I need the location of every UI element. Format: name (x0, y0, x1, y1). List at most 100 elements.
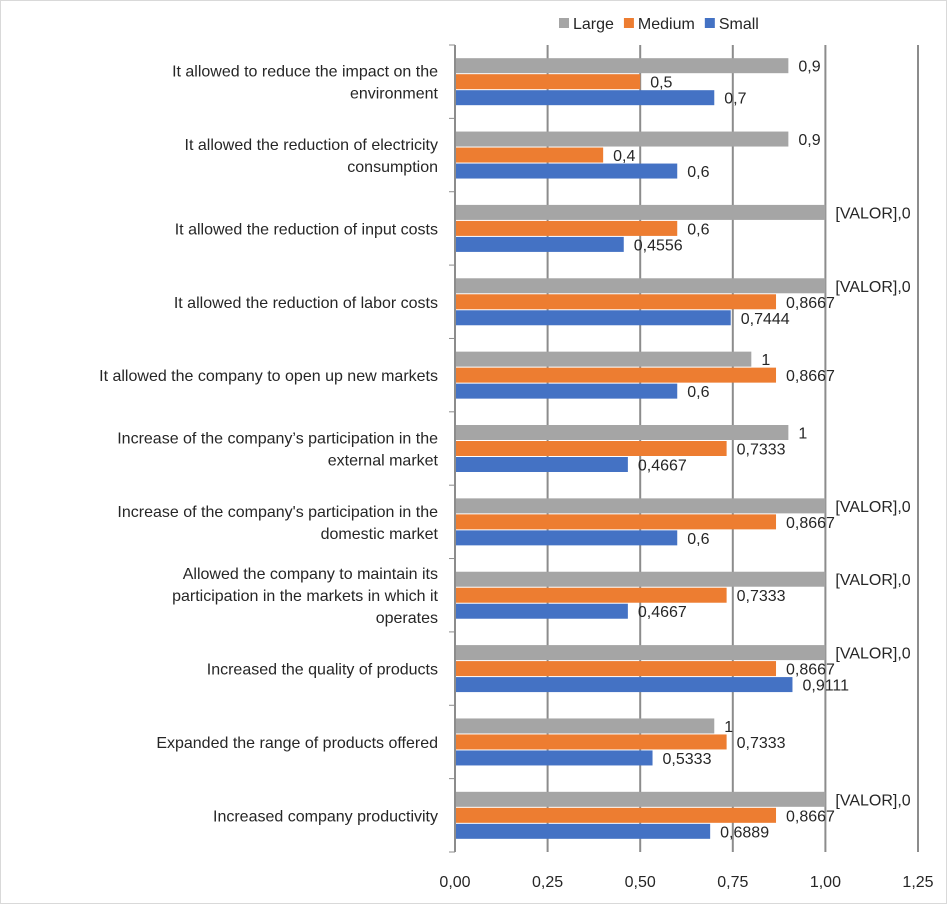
data-label: 0,8667 (786, 368, 835, 385)
data-label: [VALOR],0 (835, 499, 910, 516)
legend-label: Small (719, 16, 759, 33)
category-label: Increased company productivity (213, 808, 438, 825)
bar-large (455, 278, 826, 294)
data-label: 0,5333 (663, 751, 712, 768)
data-label: 0,7333 (737, 442, 786, 459)
bar-large (455, 204, 826, 220)
data-label: 1 (798, 426, 807, 443)
data-label: 0,5 (650, 75, 672, 92)
category-label: It allowed the reduction of input costs (175, 221, 438, 238)
bar-large (455, 791, 826, 807)
bar-medium (455, 587, 727, 603)
data-label: 0,7333 (737, 588, 786, 605)
data-label: 0,6889 (720, 824, 769, 841)
bar-small (455, 310, 731, 326)
data-label: 0,7444 (741, 311, 790, 328)
bar-medium (455, 807, 777, 823)
data-label: 0,7 (724, 91, 746, 108)
category-label-line: environment (350, 86, 439, 103)
data-label: 1 (761, 352, 770, 369)
data-label: 0,4667 (638, 604, 687, 621)
data-label: 0,9 (798, 59, 820, 76)
category-label-line: It allowed the reduction of input costs (175, 221, 438, 238)
bar-small (455, 236, 624, 252)
data-label: [VALOR],0 (835, 205, 910, 222)
bar-medium (455, 661, 777, 677)
data-label: 0,6 (687, 384, 709, 401)
data-label: 1 (724, 719, 733, 736)
data-label: 0,6 (687, 531, 709, 548)
category-label: It allowed to reduce the impact on the en… (172, 64, 438, 103)
category-label-line: operates (376, 610, 438, 627)
category-label-line: Expanded the range of products offered (156, 735, 438, 752)
bar-small (455, 383, 678, 399)
data-label: 0,8667 (786, 515, 835, 532)
bar-small (455, 750, 653, 766)
bar-large (455, 351, 752, 367)
bar-large (455, 58, 789, 74)
bar-small (455, 530, 678, 546)
x-tick-label: 1,00 (810, 874, 841, 891)
legend-swatch-large (559, 18, 569, 28)
data-label: 0,4 (613, 148, 635, 165)
category-label: Increase of the company's participation … (117, 504, 438, 543)
data-label: [VALOR],0 (835, 792, 910, 809)
data-label: [VALOR],0 (835, 572, 910, 589)
bar-medium (455, 734, 727, 750)
category-label-line: It allowed the company to open up new ma… (99, 368, 438, 385)
data-label: 0,4556 (634, 237, 683, 254)
legend-swatch-medium (623, 18, 634, 28)
x-tick-label: 0,25 (532, 874, 563, 891)
bar-small (455, 677, 793, 693)
data-label: 0,4667 (638, 458, 687, 475)
category-label: Expanded the range of products offered (156, 735, 438, 752)
bar-large (455, 131, 789, 147)
data-label: 0,8667 (786, 808, 835, 825)
bar-medium (455, 514, 777, 530)
category-label: It allowed the reduction of labor costs (174, 295, 438, 312)
bar-large (455, 498, 826, 514)
category-label-line: domestic market (321, 526, 439, 543)
data-label: 0,6 (687, 221, 709, 238)
bar-large (455, 571, 826, 587)
bar-large (455, 645, 826, 661)
legend-label: Medium (638, 16, 695, 33)
category-label-line: participation in the markets in which it (172, 588, 438, 605)
category-label-line: Allowed the company to maintain its (183, 566, 438, 583)
data-label: 0,8667 (786, 295, 835, 312)
category-label-line: It allowed to reduce the impact on the (172, 64, 438, 81)
bar-small (455, 90, 715, 106)
category-label: Allowed the company to maintain its parti… (172, 566, 438, 627)
bar-small (455, 603, 628, 619)
category-label-line: It allowed the reduction of electricity (185, 137, 438, 154)
bar-large (455, 425, 789, 440)
bar-medium (455, 367, 777, 383)
category-label-line: Increased company productivity (213, 808, 438, 825)
bar-medium (455, 220, 678, 236)
category-label-line: Increase of the company's participation … (117, 504, 438, 521)
data-label: 0,6 (687, 164, 709, 181)
bar-medium (455, 147, 604, 163)
category-label-line: Increase of the company’s participation … (117, 431, 438, 448)
bar-large (455, 718, 715, 734)
category-label-line: external market (328, 453, 439, 470)
data-label: 0,7333 (737, 735, 786, 752)
data-label: 0,9111 (802, 678, 849, 695)
data-label: [VALOR],0 (835, 279, 910, 296)
category-label-line: It allowed the reduction of labor costs (174, 295, 438, 312)
category-label: Increased the quality of products (207, 662, 438, 679)
x-tick-label: 0,75 (717, 874, 748, 891)
category-label: It allowed the company to open up new ma… (99, 368, 438, 385)
bar-medium (455, 74, 641, 90)
x-tick-label: 1,25 (902, 874, 933, 891)
category-label: Increase of the company’s participation … (117, 431, 438, 470)
data-label: 0,8667 (786, 662, 835, 679)
legend-swatch-small (704, 18, 715, 28)
bar-small (455, 457, 628, 472)
bar-medium (455, 441, 727, 456)
category-label: It allowed the reduction of electricity c… (185, 137, 438, 176)
data-label: 0,9 (798, 132, 820, 149)
category-label-line: Increased the quality of products (207, 662, 438, 679)
